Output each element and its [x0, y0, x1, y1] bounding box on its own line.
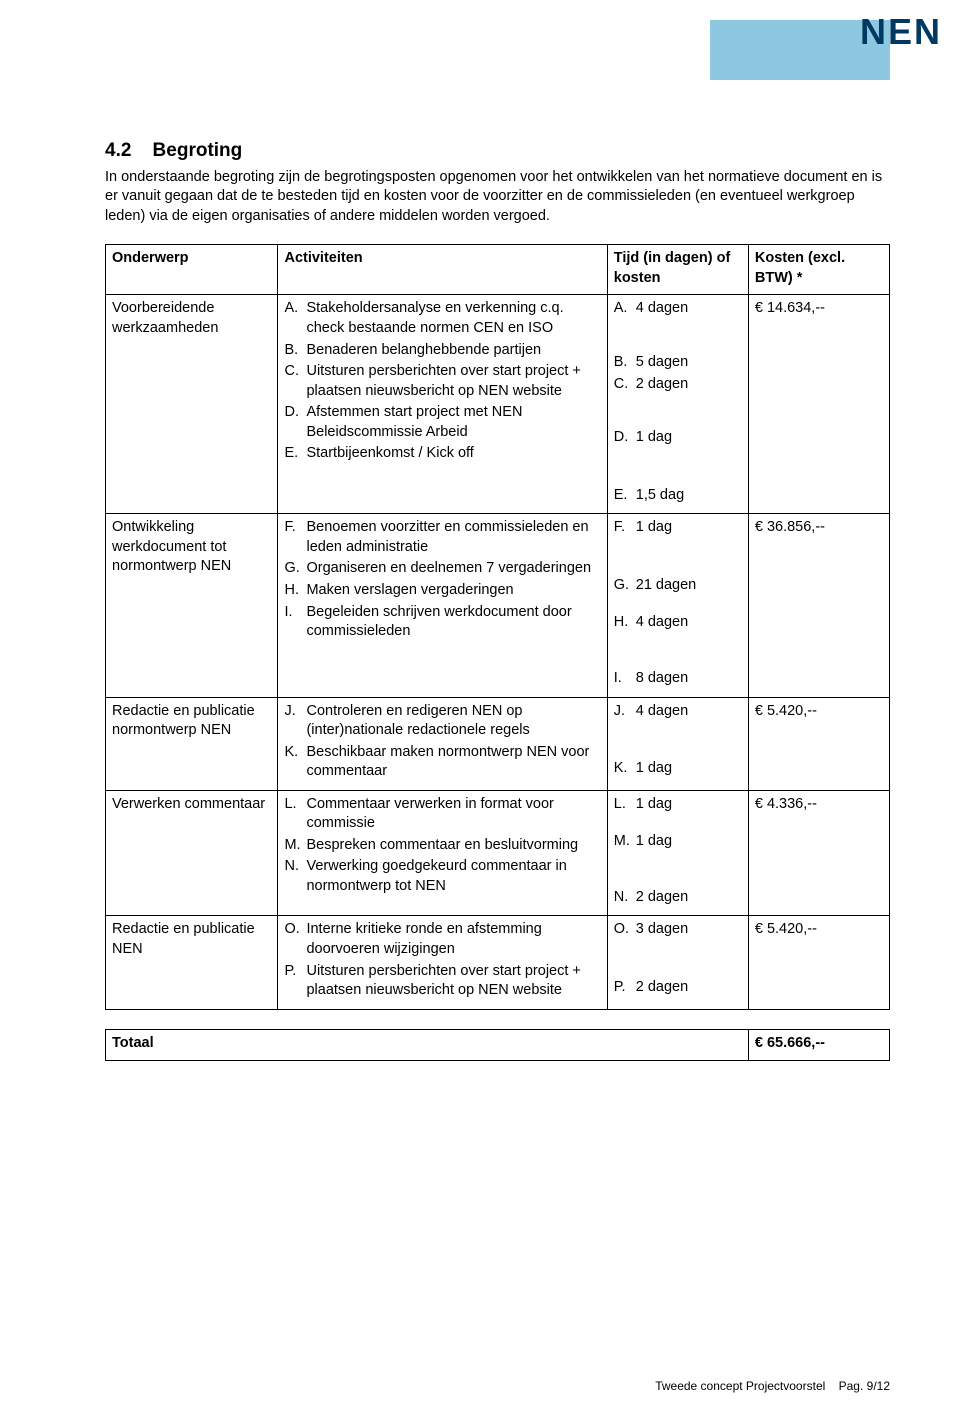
cell-time: A.4 dagen B.5 dagenC.2 dagen D.1 dag E.1,5 … [607, 295, 748, 514]
activity-item: P.Uitsturen persberichten over start pro… [284, 962, 600, 1001]
intro-paragraph: In onderstaande begroting zijn de begrot… [105, 168, 890, 227]
time-item: P.2 dagen [614, 978, 742, 998]
cell-time: L.1 dag M.1 dag N.2 dagen [607, 790, 748, 916]
time-item: F.1 dag [614, 518, 742, 538]
total-label: Totaal [106, 1030, 749, 1061]
time-item: D.1 dag [614, 428, 742, 448]
budget-table: Onderwerp Activiteiten Tijd (in dagen) o… [105, 244, 890, 1009]
activity-item: F.Benoemen voorzitter en commissieleden … [284, 518, 600, 557]
time-item: G.21 dagen [614, 576, 742, 596]
cell-time: O.3 dagen P.2 dagen [607, 916, 748, 1009]
cell-activities: O.Interne kritieke ronde en afstemming d… [278, 916, 607, 1009]
header-subject: Onderwerp [106, 245, 278, 295]
time-item: J.4 dagen [614, 702, 742, 722]
total-row: Totaal € 65.666,-- [106, 1030, 890, 1061]
header-activities: Activiteiten [278, 245, 607, 295]
cell-activities: A.Stakeholdersanalyse en verkenning c.q.… [278, 295, 607, 514]
footer-page: Pag. 9/12 [839, 1379, 890, 1393]
activity-item: G.Organiseren en deelnemen 7 vergadering… [284, 559, 600, 579]
time-item: I.8 dagen [614, 669, 742, 689]
cell-cost: € 36.856,-- [748, 514, 889, 697]
activity-item: B.Benaderen belanghebbende partijen [284, 341, 600, 361]
activity-item: M.Bespreken commentaar en besluitvorming [284, 836, 600, 856]
header-cost: Kosten (excl. BTW) * [748, 245, 889, 295]
time-item: H.4 dagen [614, 613, 742, 633]
table-row: Ontwikkeling werkdocument tot normontwer… [106, 514, 890, 697]
activity-item: I.Begeleiden schrijven werkdocument door… [284, 603, 600, 642]
activity-item: D.Afstemmen start project met NEN Beleid… [284, 403, 600, 442]
time-item: M.1 dag [614, 832, 742, 852]
table-row: Verwerken commentaarL.Commentaar verwerk… [106, 790, 890, 916]
cell-activities: F.Benoemen voorzitter en commissieleden … [278, 514, 607, 697]
content: 4.2 Begroting In onderstaande begroting … [105, 138, 890, 1061]
cell-subject: Verwerken commentaar [106, 790, 278, 916]
activity-item: A.Stakeholdersanalyse en verkenning c.q.… [284, 299, 600, 338]
activity-item: L.Commentaar verwerken in format voor co… [284, 795, 600, 834]
activity-item: K.Beschikbaar maken normontwerp NEN voor… [284, 743, 600, 782]
activity-item: C.Uitsturen persberichten over start pro… [284, 362, 600, 401]
header-time: Tijd (in dagen) of kosten [607, 245, 748, 295]
cell-cost: € 14.634,-- [748, 295, 889, 514]
time-item: A.4 dagen [614, 299, 742, 319]
section-title: Begroting [153, 140, 243, 161]
cell-subject: Redactie en publicatie normontwerp NEN [106, 697, 278, 790]
section-heading: 4.2 Begroting [105, 138, 890, 164]
total-table: Totaal € 65.666,-- [105, 1029, 890, 1061]
time-item: B.5 dagen [614, 353, 742, 373]
cell-subject: Ontwikkeling werkdocument tot normontwer… [106, 514, 278, 697]
cell-activities: J.Controleren en redigeren NEN op (inter… [278, 697, 607, 790]
table-row: Redactie en publicatie NENO.Interne krit… [106, 916, 890, 1009]
activity-item: O.Interne kritieke ronde en afstemming d… [284, 920, 600, 959]
page: NEN 4.2 Begroting In onderstaande begrot… [0, 0, 960, 1422]
time-item: O.3 dagen [614, 920, 742, 940]
cell-subject: Voorbereidende werkzaamheden [106, 295, 278, 514]
table-row: Redactie en publicatie normontwerp NENJ.… [106, 697, 890, 790]
cell-cost: € 4.336,-- [748, 790, 889, 916]
activity-item: N.Verwerking goedgekeurd commentaar in n… [284, 857, 600, 896]
activity-item: J.Controleren en redigeren NEN op (inter… [284, 702, 600, 741]
cell-subject: Redactie en publicatie NEN [106, 916, 278, 1009]
logo-text: NEN [860, 8, 942, 57]
cell-time: J.4 dagen K.1 dag [607, 697, 748, 790]
cell-activities: L.Commentaar verwerken in format voor co… [278, 790, 607, 916]
time-item: C.2 dagen [614, 375, 742, 395]
time-item: L.1 dag [614, 795, 742, 815]
table-row: Voorbereidende werkzaamhedenA.Stakeholde… [106, 295, 890, 514]
cell-cost: € 5.420,-- [748, 916, 889, 1009]
time-item: K.1 dag [614, 759, 742, 779]
footer: Tweede concept Projectvoorstel Pag. 9/12 [655, 1378, 890, 1394]
activity-item: E.Startbijeenkomst / Kick off [284, 444, 600, 464]
section-number: 4.2 [105, 140, 131, 161]
time-item: N.2 dagen [614, 888, 742, 908]
cell-time: F.1 dag G.21 dagen H.4 dagen I.8 dagen [607, 514, 748, 697]
footer-doc: Tweede concept Projectvoorstel [655, 1379, 825, 1393]
table-header-row: Onderwerp Activiteiten Tijd (in dagen) o… [106, 245, 890, 295]
cell-cost: € 5.420,-- [748, 697, 889, 790]
time-item: E.1,5 dag [614, 486, 742, 506]
activity-item: H.Maken verslagen vergaderingen [284, 581, 600, 601]
total-value: € 65.666,-- [748, 1030, 889, 1061]
